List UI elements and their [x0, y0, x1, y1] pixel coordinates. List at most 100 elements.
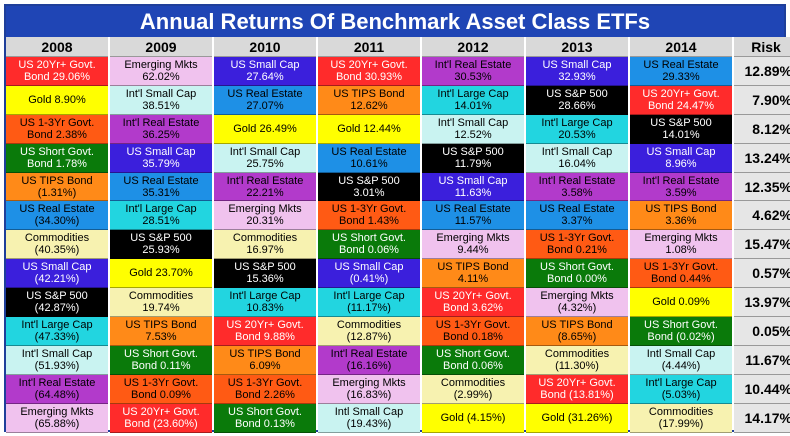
- return-cell: Int'l Small Cap 12.52%: [422, 114, 524, 144]
- return-cell: US 1-3Yr Govt. Bond 2.26%: [214, 374, 316, 404]
- cell-asset-label: Emerging Mkts: [20, 405, 94, 418]
- cell-asset-label: US Short Govt.: [332, 232, 406, 245]
- cell-asset-label: Int'l Small Cap: [21, 347, 93, 360]
- return-cell: US Short Govt. Bond 0.06%: [422, 345, 524, 375]
- cell-return-value: 15.36%: [246, 273, 284, 286]
- cell-asset-label: Int'l Real Estate: [642, 174, 720, 187]
- return-cell: Commodities (11.30%): [526, 345, 628, 375]
- cell-return-value: (1.31%): [37, 186, 77, 199]
- cell-asset-label: US 20Yr+ Govt.: [122, 405, 200, 418]
- return-cell: US 20Yr+ Govt. Bond (23.60%): [110, 403, 212, 433]
- risk-value: 13.97%: [734, 288, 790, 318]
- return-cell: US 1-3Yr Govt. Bond 0.09%: [110, 374, 212, 404]
- cell-return-value: Bond 0.13%: [235, 417, 295, 430]
- cell-return-value: 10.61%: [350, 157, 388, 170]
- cell-return-value: 25.93%: [142, 244, 180, 257]
- cell-return-value: 14.01%: [454, 99, 492, 112]
- cell-return-value: Gold (4.15%): [440, 411, 506, 424]
- cell-asset-label: US 1-3Yr Govt.: [19, 116, 95, 129]
- cell-asset-label: US 20Yr+ Govt.: [330, 58, 408, 71]
- cell-return-value: (16.83%): [346, 388, 392, 401]
- return-cell: Int'l Large Cap (5.03%): [630, 374, 732, 404]
- cell-asset-label: Commodities: [128, 290, 194, 303]
- cell-asset-label: Commodities: [24, 232, 90, 245]
- return-cell: Int'l Real Estate 36.25%: [110, 114, 212, 144]
- return-cell: US S&P 500 (42.87%): [6, 288, 108, 318]
- cell-return-value: 3.01%: [353, 186, 385, 199]
- cell-return-value: 3.37%: [561, 215, 593, 228]
- cell-asset-label: US 1-3Yr Govt.: [123, 376, 199, 389]
- return-cell: US Small Cap 11.63%: [422, 172, 524, 202]
- cell-return-value: Bond 0.44%: [651, 273, 711, 286]
- cell-asset-label: US Real Estate: [227, 87, 303, 100]
- cell-return-value: 30.53%: [454, 70, 492, 83]
- return-cell: US S&P 500 3.01%: [318, 172, 420, 202]
- return-cell: US Small Cap 27.64%: [214, 57, 316, 86]
- cell-return-value: 6.09%: [249, 359, 281, 372]
- cell-asset-label: Int'l Real Estate: [18, 376, 96, 389]
- cell-asset-label: US 20Yr+ Govt.: [226, 318, 304, 331]
- risk-value: 12.35%: [734, 172, 790, 202]
- return-cell: Emerging Mkts 9.44%: [422, 230, 524, 260]
- risk-value: 0.05%: [734, 317, 790, 346]
- cell-asset-label: US 20Yr+ Govt.: [434, 290, 512, 303]
- return-cell: US 20Yr+ Govt. Bond 3.62%: [422, 288, 524, 318]
- cell-asset-label: US 1-3Yr Govt.: [331, 203, 407, 216]
- cell-asset-label: Int'l Real Estate: [226, 174, 304, 187]
- cell-asset-label: Commodities: [544, 347, 610, 360]
- return-cell: US TIPS Bond 6.09%: [214, 345, 316, 375]
- cell-asset-label: Intl Small Cap: [334, 405, 404, 418]
- return-cell: US Real Estate 11.57%: [422, 201, 524, 231]
- return-cell: Commodities (2.99%): [422, 374, 524, 404]
- cell-return-value: (2.99%): [453, 388, 493, 401]
- return-cell: US Real Estate 3.37%: [526, 201, 628, 231]
- return-cell: US Real Estate 35.31%: [110, 172, 212, 202]
- return-cell: Int'l Large Cap 28.51%: [110, 201, 212, 231]
- cell-return-value: 11.63%: [454, 186, 492, 199]
- cell-asset-label: Int'l Real Estate: [122, 116, 200, 129]
- cell-asset-label: US S&P 500: [546, 87, 608, 100]
- cell-asset-label: US 1-3Yr Govt.: [643, 261, 719, 274]
- cell-return-value: Bond 0.18%: [443, 330, 503, 343]
- return-cell: US 20Yr+ Govt. Bond 9.88%: [214, 317, 316, 346]
- header-year: 2009: [110, 37, 212, 57]
- return-cell: Int'l Real Estate 22.21%: [214, 172, 316, 202]
- return-cell: US 1-3Yr Govt. Bond 0.21%: [526, 230, 628, 260]
- cell-asset-label: Int'l Real Estate: [434, 58, 512, 71]
- cell-asset-label: Emerging Mkts: [644, 232, 718, 245]
- return-cell: Int'l Real Estate 3.59%: [630, 172, 732, 202]
- cell-asset-label: US Real Estate: [19, 203, 95, 216]
- risk-value: 0.57%: [734, 259, 790, 289]
- risk-value: 8.12%: [734, 114, 790, 144]
- cell-return-value: Bond 2.38%: [27, 128, 87, 141]
- cell-return-value: Gold 12.44%: [337, 122, 401, 135]
- return-cell: Emerging Mkts (65.88%): [6, 403, 108, 433]
- cell-return-value: (8.65%): [557, 330, 597, 343]
- return-cell: Emerging Mkts 1.08%: [630, 230, 732, 260]
- return-cell: US Real Estate (34.30%): [6, 201, 108, 231]
- risk-value: 15.47%: [734, 230, 790, 260]
- return-cell: US 20Yr+ Govt. Bond (13.81%): [526, 374, 628, 404]
- cell-return-value: Bond 0.21%: [547, 244, 607, 257]
- returns-grid: 2008 2009 2010 2011 2012 2013 2014 Risk US 20Yr+…: [6, 37, 790, 433]
- page-title: Annual Returns Of Benchmark Asset Class …: [6, 6, 784, 37]
- cell-asset-label: US Small Cap: [542, 58, 612, 71]
- risk-value: 4.62%: [734, 201, 790, 231]
- return-cell: Int'l Small Cap 16.04%: [526, 143, 628, 173]
- cell-return-value: 25.75%: [246, 157, 284, 170]
- cell-asset-label: Commodities: [336, 318, 402, 331]
- cell-return-value: 10.83%: [246, 302, 284, 315]
- return-cell: Int'l Real Estate 3.58%: [526, 172, 628, 202]
- return-cell: Int'l Large Cap (11.17%): [318, 288, 420, 318]
- risk-value: 7.90%: [734, 85, 790, 115]
- cell-asset-label: Int'l Small Cap: [229, 145, 301, 158]
- return-cell: Emerging Mkts 20.31%: [214, 201, 316, 231]
- return-cell: US Short Govt. Bond (0.02%): [630, 317, 732, 346]
- cell-return-value: (4.44%): [661, 359, 701, 372]
- cell-return-value: 62.02%: [142, 70, 180, 83]
- return-cell: Int'l Real Estate 30.53%: [422, 57, 524, 86]
- header-year: 2008: [6, 37, 108, 57]
- return-cell: US Real Estate 27.07%: [214, 85, 316, 115]
- cell-asset-label: Int'l Real Estate: [538, 174, 616, 187]
- cell-asset-label: Commodities: [440, 376, 506, 389]
